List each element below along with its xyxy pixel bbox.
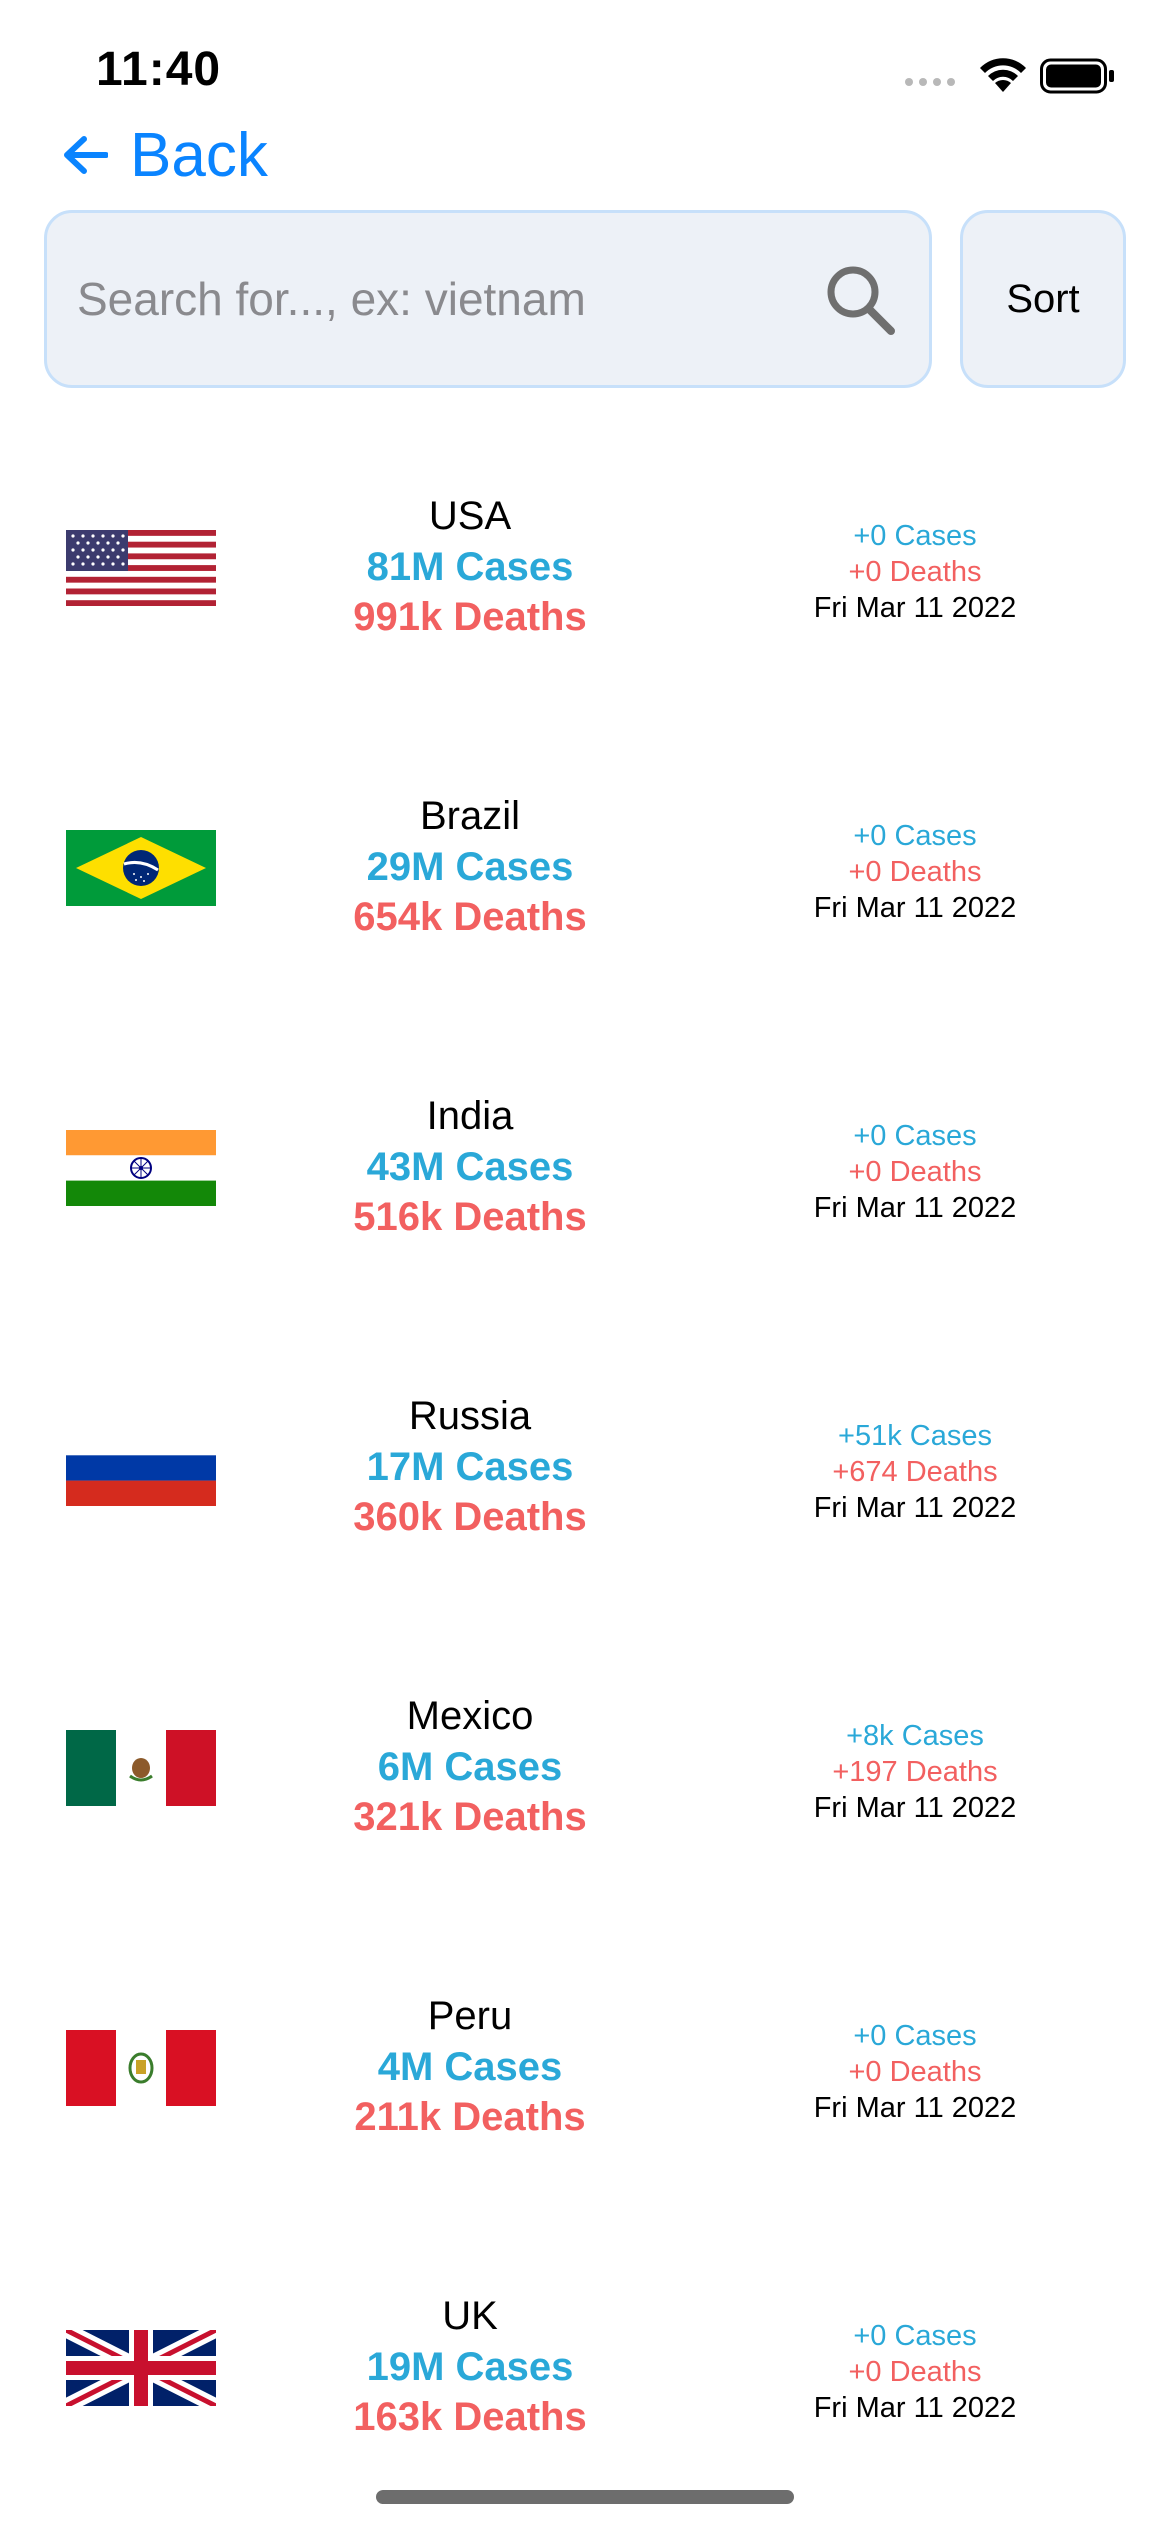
search-input[interactable] [77,272,821,326]
country-summary: Russia 17M Cases 360k Deaths [290,1390,650,1542]
daily-update: +0 Cases +0 Deaths Fri Mar 11 2022 [780,518,1050,626]
daily-update: +51k Cases +674 Deaths Fri Mar 11 2022 [780,1418,1050,1526]
country-row[interactable]: Russia 17M Cases 360k Deaths +51k Cases … [0,1340,1170,1640]
total-cases: 43M Cases [366,1145,574,1189]
new-deaths: +0 Deaths [848,556,982,588]
daily-update: +8k Cases +197 Deaths Fri Mar 11 2022 [780,1718,1050,1826]
country-row[interactable]: Mexico 6M Cases 321k Deaths +8k Cases +1… [0,1640,1170,1940]
country-name: Brazil [419,794,521,838]
total-cases: 6M Cases [377,1745,563,1789]
new-deaths: +0 Deaths [848,2356,982,2388]
home-indicator[interactable] [376,2490,794,2504]
update-date: Fri Mar 11 2022 [813,1192,1017,1224]
new-cases: +0 Cases [853,2320,977,2352]
total-deaths: 516k Deaths [353,1195,587,1239]
new-deaths: +0 Deaths [848,1156,982,1188]
country-row[interactable]: Peru 4M Cases 211k Deaths +0 Cases +0 De… [0,1940,1170,2240]
new-deaths: +0 Deaths [848,2056,982,2088]
country-name: USA [428,494,512,538]
new-deaths: +674 Deaths [832,1456,998,1488]
update-date: Fri Mar 11 2022 [813,592,1017,624]
uk-flag-icon [66,2330,216,2406]
country-summary: India 43M Cases 516k Deaths [290,1090,650,1242]
mexico-flag-icon [66,1730,216,1806]
cellular-signal-icon [905,78,955,86]
country-summary: Peru 4M Cases 211k Deaths [290,1990,650,2142]
peru-flag-icon [66,2030,216,2106]
back-arrow-icon [64,136,108,174]
total-deaths: 654k Deaths [353,895,587,939]
total-deaths: 163k Deaths [353,2395,587,2439]
status-bar: 11:40 [0,0,1170,140]
total-deaths: 360k Deaths [353,1495,587,1539]
daily-update: +0 Cases +0 Deaths Fri Mar 11 2022 [780,2018,1050,2126]
total-cases: 19M Cases [366,2345,574,2389]
country-row[interactable]: UK 19M Cases 163k Deaths +0 Cases +0 Dea… [0,2240,1170,2532]
new-cases: +0 Cases [853,820,977,852]
total-deaths: 991k Deaths [353,595,587,639]
new-cases: +0 Cases [853,2020,977,2052]
daily-update: +0 Cases +0 Deaths Fri Mar 11 2022 [780,2318,1050,2426]
country-row[interactable]: USA 81M Cases 991k Deaths +0 Cases +0 De… [0,440,1170,740]
update-date: Fri Mar 11 2022 [813,2092,1017,2124]
new-cases: +0 Cases [853,520,977,552]
new-deaths: +0 Deaths [848,856,982,888]
back-label: Back [130,120,268,190]
country-name: UK [442,2294,498,2338]
country-row[interactable]: Brazil 29M Cases 654k Deaths +0 Cases +0… [0,740,1170,1040]
country-name: Peru [427,1994,513,2038]
usa-flag-icon [66,530,216,606]
country-list: USA 81M Cases 991k Deaths +0 Cases +0 De… [0,440,1170,2532]
new-deaths: +197 Deaths [832,1756,998,1788]
russia-flag-icon [66,1430,216,1506]
status-time: 11:40 [96,43,222,96]
daily-update: +0 Cases +0 Deaths Fri Mar 11 2022 [780,818,1050,926]
total-deaths: 211k Deaths [354,2095,586,2139]
new-cases: +51k Cases [838,1420,992,1452]
update-date: Fri Mar 11 2022 [813,1492,1017,1524]
total-deaths: 321k Deaths [353,1795,587,1839]
country-summary: Brazil 29M Cases 654k Deaths [290,790,650,942]
country-summary: UK 19M Cases 163k Deaths [290,2290,650,2442]
update-date: Fri Mar 11 2022 [813,892,1017,924]
country-name: Russia [408,1394,532,1438]
total-cases: 17M Cases [366,1445,574,1489]
battery-icon [1040,58,1114,94]
wifi-icon [980,58,1026,92]
daily-update: +0 Cases +0 Deaths Fri Mar 11 2022 [780,1118,1050,1226]
total-cases: 4M Cases [377,2045,563,2089]
india-flag-icon [66,1130,216,1206]
back-button[interactable]: Back [62,120,268,190]
country-summary: USA 81M Cases 991k Deaths [290,490,650,642]
brazil-flag-icon [66,830,216,906]
country-row[interactable]: India 43M Cases 516k Deaths +0 Cases +0 … [0,1040,1170,1340]
new-cases: +0 Cases [853,1120,977,1152]
search-box[interactable] [44,210,932,388]
country-summary: Mexico 6M Cases 321k Deaths [290,1690,650,1842]
search-icon[interactable] [821,259,899,339]
total-cases: 29M Cases [366,845,574,889]
country-name: Mexico [406,1694,534,1738]
total-cases: 81M Cases [366,545,574,589]
country-name: India [426,1094,514,1138]
update-date: Fri Mar 11 2022 [813,1792,1017,1824]
sort-button[interactable]: Sort [960,210,1126,388]
update-date: Fri Mar 11 2022 [813,2392,1017,2424]
new-cases: +8k Cases [846,1720,984,1752]
